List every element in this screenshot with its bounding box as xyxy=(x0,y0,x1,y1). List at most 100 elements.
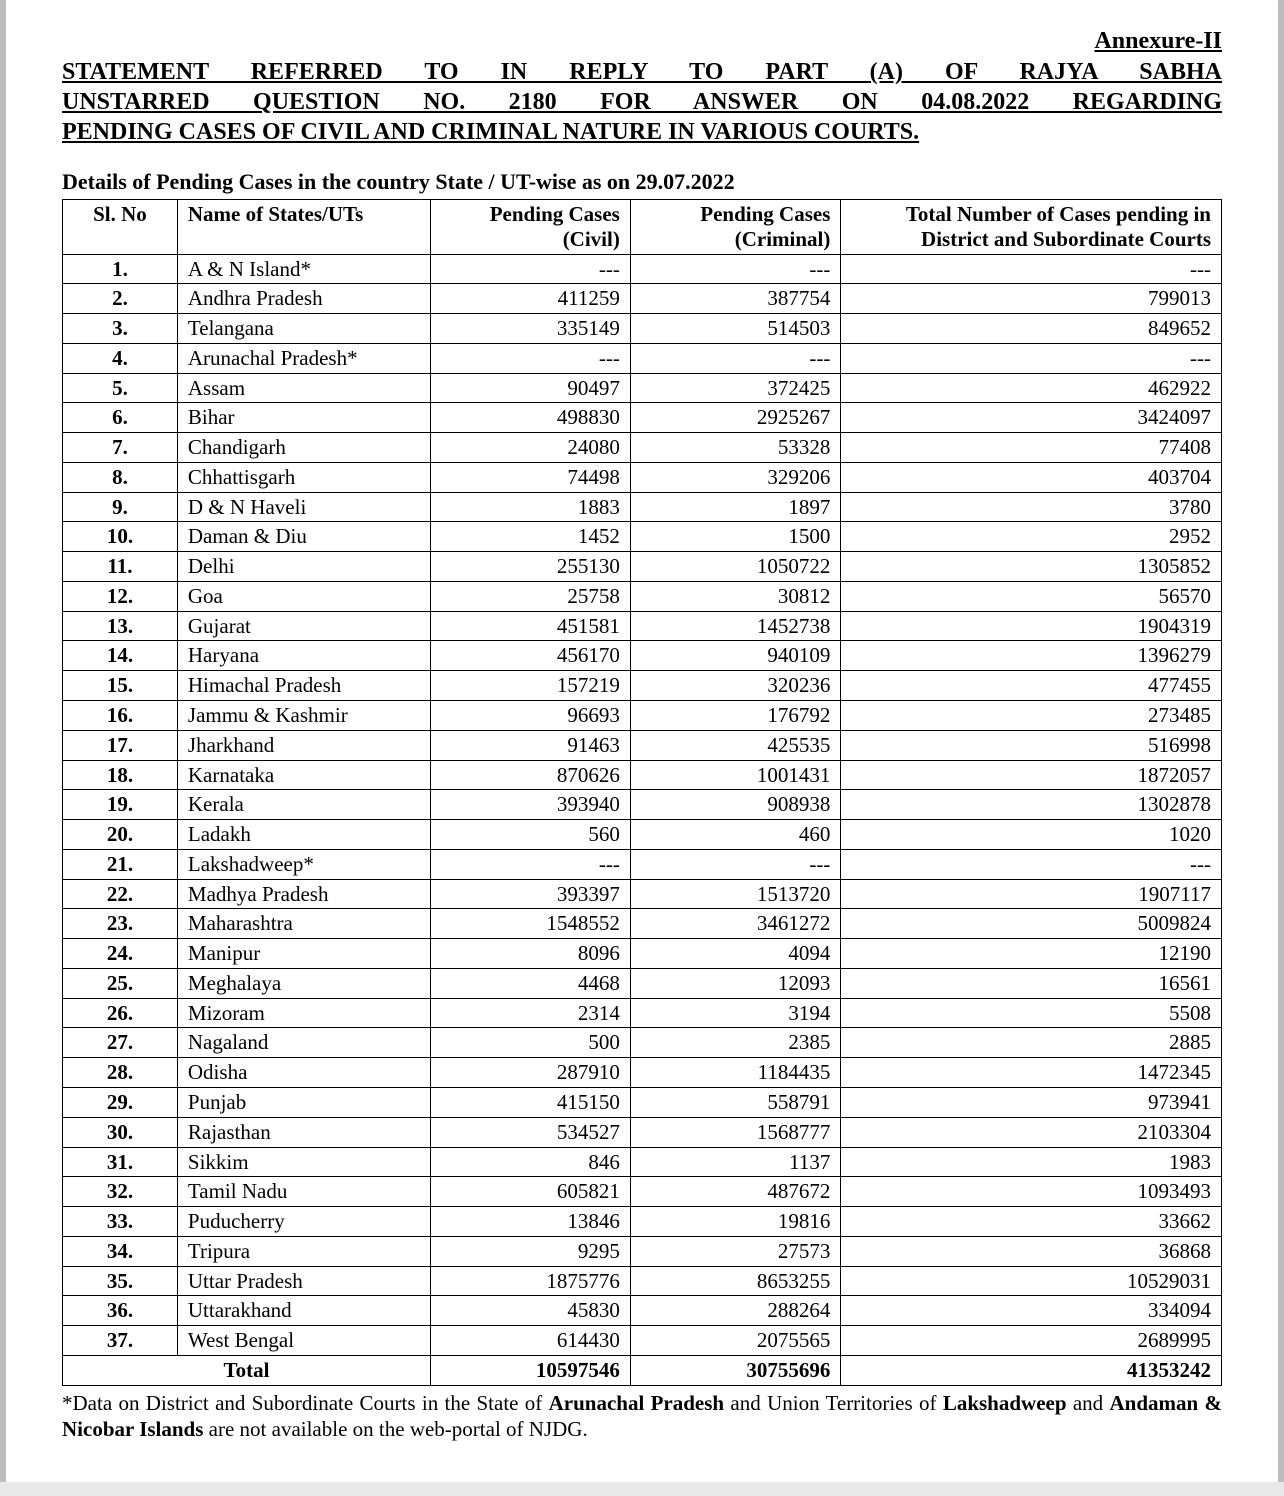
col-header-slno: Sl. No xyxy=(63,200,178,255)
cell-criminal: 288264 xyxy=(630,1296,841,1326)
table-row: 33.Puducherry138461981633662 xyxy=(63,1207,1222,1237)
cell-state: Sikkim xyxy=(177,1147,430,1177)
cell-civil: 8096 xyxy=(430,939,630,969)
cell-state: Meghalaya xyxy=(177,968,430,998)
cell-criminal: --- xyxy=(630,343,841,373)
cell-total: 973941 xyxy=(841,1087,1222,1117)
statement-title-line-1: STATEMENT REFERRED TO IN REPLY TO PART (… xyxy=(62,57,1222,87)
cell-slno: 24. xyxy=(63,939,178,969)
cell-slno: 23. xyxy=(63,909,178,939)
table-row: 27.Nagaland50023852885 xyxy=(63,1028,1222,1058)
cell-slno: 12. xyxy=(63,581,178,611)
table-row: 32.Tamil Nadu6058214876721093493 xyxy=(63,1177,1222,1207)
cell-criminal: 1452738 xyxy=(630,611,841,641)
cell-criminal: 1001431 xyxy=(630,760,841,790)
cell-civil: 255130 xyxy=(430,552,630,582)
table-row: 26.Mizoram231431945508 xyxy=(63,998,1222,1028)
cell-civil: 605821 xyxy=(430,1177,630,1207)
cell-criminal: 387754 xyxy=(630,284,841,314)
cell-civil: --- xyxy=(430,254,630,284)
cell-state: Jharkhand xyxy=(177,730,430,760)
table-subheading: Details of Pending Cases in the country … xyxy=(62,169,1222,195)
table-row: 19.Kerala3939409089381302878 xyxy=(63,790,1222,820)
cell-civil: 415150 xyxy=(430,1087,630,1117)
cell-state: Goa xyxy=(177,581,430,611)
cell-total: 2689995 xyxy=(841,1326,1222,1356)
table-row: 12.Goa257583081256570 xyxy=(63,581,1222,611)
cell-total: 516998 xyxy=(841,730,1222,760)
cell-state: Mizoram xyxy=(177,998,430,1028)
cell-criminal: 1050722 xyxy=(630,552,841,582)
cell-slno: 9. xyxy=(63,492,178,522)
cell-state: Uttar Pradesh xyxy=(177,1266,430,1296)
cell-criminal: 1897 xyxy=(630,492,841,522)
footnote-text: *Data on District and Subordinate Courts… xyxy=(62,1391,549,1415)
cell-slno: 17. xyxy=(63,730,178,760)
table-row: 2.Andhra Pradesh411259387754799013 xyxy=(63,284,1222,314)
cell-slno: 33. xyxy=(63,1207,178,1237)
table-row: 22.Madhya Pradesh39339715137201907117 xyxy=(63,879,1222,909)
cell-state: Tripura xyxy=(177,1236,430,1266)
table-row: 7.Chandigarh240805332877408 xyxy=(63,433,1222,463)
cell-civil: --- xyxy=(430,343,630,373)
table-row: 35.Uttar Pradesh1875776865325510529031 xyxy=(63,1266,1222,1296)
table-row: 37.West Bengal61443020755652689995 xyxy=(63,1326,1222,1356)
cell-civil: 9295 xyxy=(430,1236,630,1266)
cell-criminal: 2385 xyxy=(630,1028,841,1058)
cell-criminal: 372425 xyxy=(630,373,841,403)
cell-state: Andhra Pradesh xyxy=(177,284,430,314)
table-row: 28.Odisha28791011844351472345 xyxy=(63,1058,1222,1088)
cell-criminal: 2925267 xyxy=(630,403,841,433)
cell-total: 1396279 xyxy=(841,641,1222,671)
cell-state: Jammu & Kashmir xyxy=(177,701,430,731)
cell-slno: 36. xyxy=(63,1296,178,1326)
cell-total: 1302878 xyxy=(841,790,1222,820)
cell-total: 799013 xyxy=(841,284,1222,314)
statement-title-line-3: PENDING CASES OF CIVIL AND CRIMINAL NATU… xyxy=(62,117,1222,147)
table-total-row: Total 10597546 30755696 41353242 xyxy=(63,1355,1222,1385)
cell-criminal: 2075565 xyxy=(630,1326,841,1356)
cell-total: 1020 xyxy=(841,820,1222,850)
cell-criminal: 487672 xyxy=(630,1177,841,1207)
cell-criminal: 1137 xyxy=(630,1147,841,1177)
cell-criminal: 30812 xyxy=(630,581,841,611)
cell-total: 3780 xyxy=(841,492,1222,522)
table-row: 8.Chhattisgarh74498329206403704 xyxy=(63,462,1222,492)
cell-criminal: 460 xyxy=(630,820,841,850)
cell-total: 273485 xyxy=(841,701,1222,731)
footnote: *Data on District and Subordinate Courts… xyxy=(62,1390,1222,1443)
cell-slno: 15. xyxy=(63,671,178,701)
cell-total: 33662 xyxy=(841,1207,1222,1237)
table-row: 11.Delhi25513010507221305852 xyxy=(63,552,1222,582)
cell-total: 5508 xyxy=(841,998,1222,1028)
table-row: 36.Uttarakhand45830288264334094 xyxy=(63,1296,1222,1326)
cell-criminal: 1184435 xyxy=(630,1058,841,1088)
table-row: 16.Jammu & Kashmir96693176792273485 xyxy=(63,701,1222,731)
cell-slno: 31. xyxy=(63,1147,178,1177)
table-row: 4.Arunachal Pradesh*--------- xyxy=(63,343,1222,373)
cell-state: Manipur xyxy=(177,939,430,969)
cell-civil: 498830 xyxy=(430,403,630,433)
cell-state: Chhattisgarh xyxy=(177,462,430,492)
cell-criminal: 3461272 xyxy=(630,909,841,939)
cell-slno: 7. xyxy=(63,433,178,463)
cell-total: 1872057 xyxy=(841,760,1222,790)
footnote-bold-2: Lakshadweep xyxy=(943,1391,1067,1415)
cell-total: 16561 xyxy=(841,968,1222,998)
cell-state: Maharashtra xyxy=(177,909,430,939)
cell-civil: --- xyxy=(430,849,630,879)
cell-total: 1305852 xyxy=(841,552,1222,582)
cell-slno: 37. xyxy=(63,1326,178,1356)
cell-criminal: 558791 xyxy=(630,1087,841,1117)
cell-civil: 90497 xyxy=(430,373,630,403)
cell-total: 462922 xyxy=(841,373,1222,403)
cell-slno: 25. xyxy=(63,968,178,998)
cell-civil: 287910 xyxy=(430,1058,630,1088)
cell-criminal: 329206 xyxy=(630,462,841,492)
cell-total: 2103304 xyxy=(841,1117,1222,1147)
cell-total: 77408 xyxy=(841,433,1222,463)
cell-criminal: 3194 xyxy=(630,998,841,1028)
cell-total: 56570 xyxy=(841,581,1222,611)
cell-total: 849652 xyxy=(841,314,1222,344)
cell-slno: 22. xyxy=(63,879,178,909)
